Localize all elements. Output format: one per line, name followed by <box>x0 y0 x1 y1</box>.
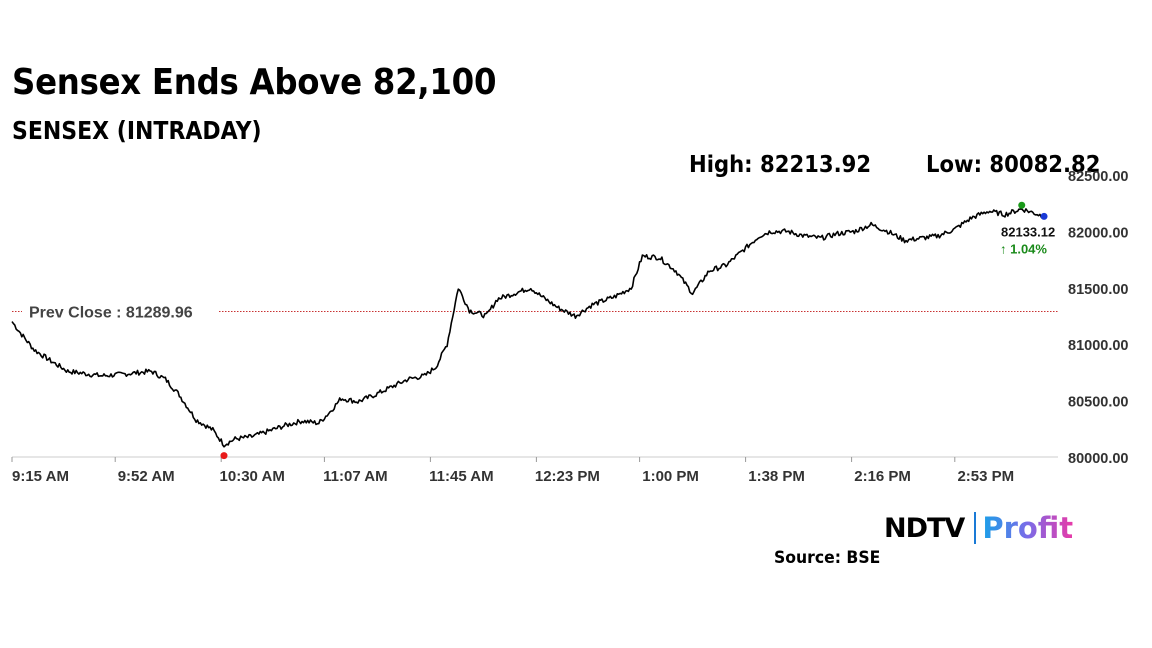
x-tick-label: 10:30 AM <box>220 468 285 485</box>
x-tick-label: 9:15 AM <box>12 468 69 485</box>
last-value-bg <box>998 222 1068 263</box>
source-note: Source: BSE <box>774 548 881 568</box>
chart-title: Sensex Ends Above 82,100 <box>12 62 497 103</box>
prev-close-label-bg <box>22 300 218 321</box>
y-tick-label: 80500.00 <box>1068 395 1128 411</box>
y-tick-label: 80000.00 <box>1068 451 1128 467</box>
last-price-marker <box>1040 212 1048 220</box>
ndtv-wordmark: NDTV <box>884 512 965 544</box>
x-tick-label: 11:07 AM <box>323 468 387 485</box>
high-label: High: 82213.92 <box>689 152 872 178</box>
x-tick-label: 1:00 PM <box>642 468 699 485</box>
low-point-marker <box>220 452 228 460</box>
sensex-series-line <box>11 208 1045 448</box>
logo-divider <box>974 512 977 544</box>
prev-close-label: Prev Close : 81289.96 <box>29 304 193 321</box>
x-tick-label: 2:53 PM <box>957 468 1014 485</box>
chart-subtitle: SENSEX (INTRADAY) <box>12 116 262 145</box>
y-tick-label: 81500.00 <box>1068 282 1128 298</box>
x-tick-label: 12:23 PM <box>535 468 600 485</box>
y-tick-label: 82500.00 <box>1068 169 1128 185</box>
change-percent-label: ↑ 1.04% <box>1000 241 1047 256</box>
profit-wordmark: Profit <box>982 511 1074 545</box>
x-tick-label: 11:45 AM <box>429 468 493 485</box>
last-value-label: 82133.12 <box>1001 224 1055 239</box>
y-tick-label: 82000.00 <box>1068 225 1128 241</box>
low-label: Low: 80082.82 <box>926 152 1101 178</box>
x-tick-label: 2:16 PM <box>854 468 911 485</box>
x-tick-label: 1:38 PM <box>748 468 805 485</box>
ndtv-profit-logo: NDTV Profit <box>884 508 1073 548</box>
high-point-marker <box>1018 201 1026 209</box>
y-tick-label: 81000.00 <box>1068 338 1128 354</box>
x-tick-label: 9:52 AM <box>118 468 175 485</box>
